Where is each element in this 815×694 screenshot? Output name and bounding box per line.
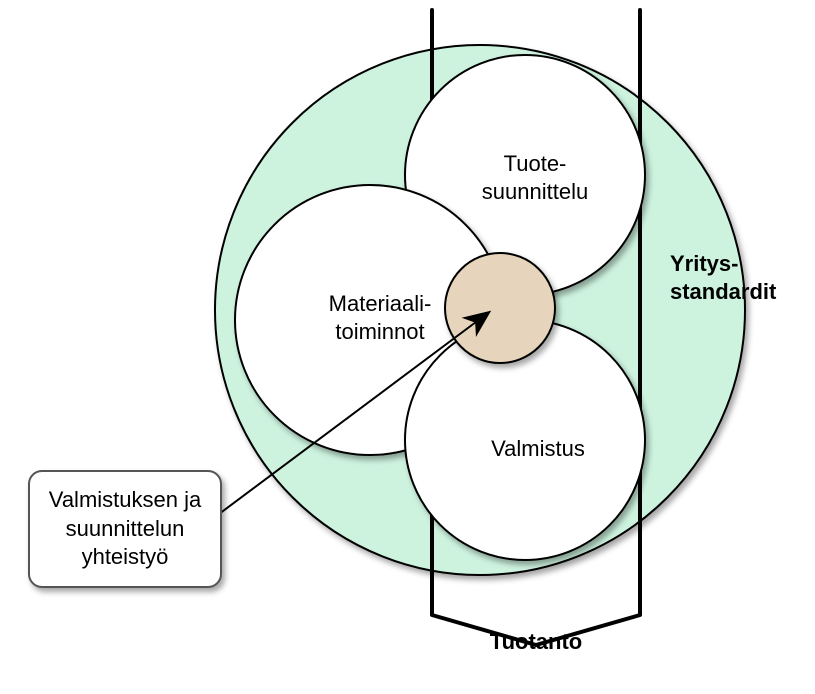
- text-valmistus: Valmistus: [491, 436, 585, 461]
- diagram-canvas: { "diagram": { "type": "venn-infographic…: [0, 0, 815, 694]
- label-valmistus: Valmistus: [478, 435, 598, 463]
- callout-text: Valmistuksen ja suunnittelun yhteistyö: [49, 487, 201, 569]
- text-materiaalitoiminnot: Materiaali-toiminnot: [329, 291, 432, 344]
- text-tuotanto: Tuotanto: [490, 629, 582, 654]
- label-tuotanto: Tuotanto: [452, 628, 620, 656]
- text-yritysstandardit: Yritys-standardit: [670, 251, 776, 304]
- label-materiaalitoiminnot: Materiaali-toiminnot: [315, 290, 445, 345]
- label-tuotesuunnittelu: Tuote-suunnittelu: [480, 150, 590, 205]
- center-circle: [445, 253, 555, 363]
- callout-box: Valmistuksen ja suunnittelun yhteistyö: [28, 470, 222, 588]
- label-yritysstandardit: Yritys-standardit: [670, 250, 790, 305]
- diagram-svg: [0, 0, 815, 694]
- text-tuotesuunnittelu: Tuote-suunnittelu: [482, 151, 588, 204]
